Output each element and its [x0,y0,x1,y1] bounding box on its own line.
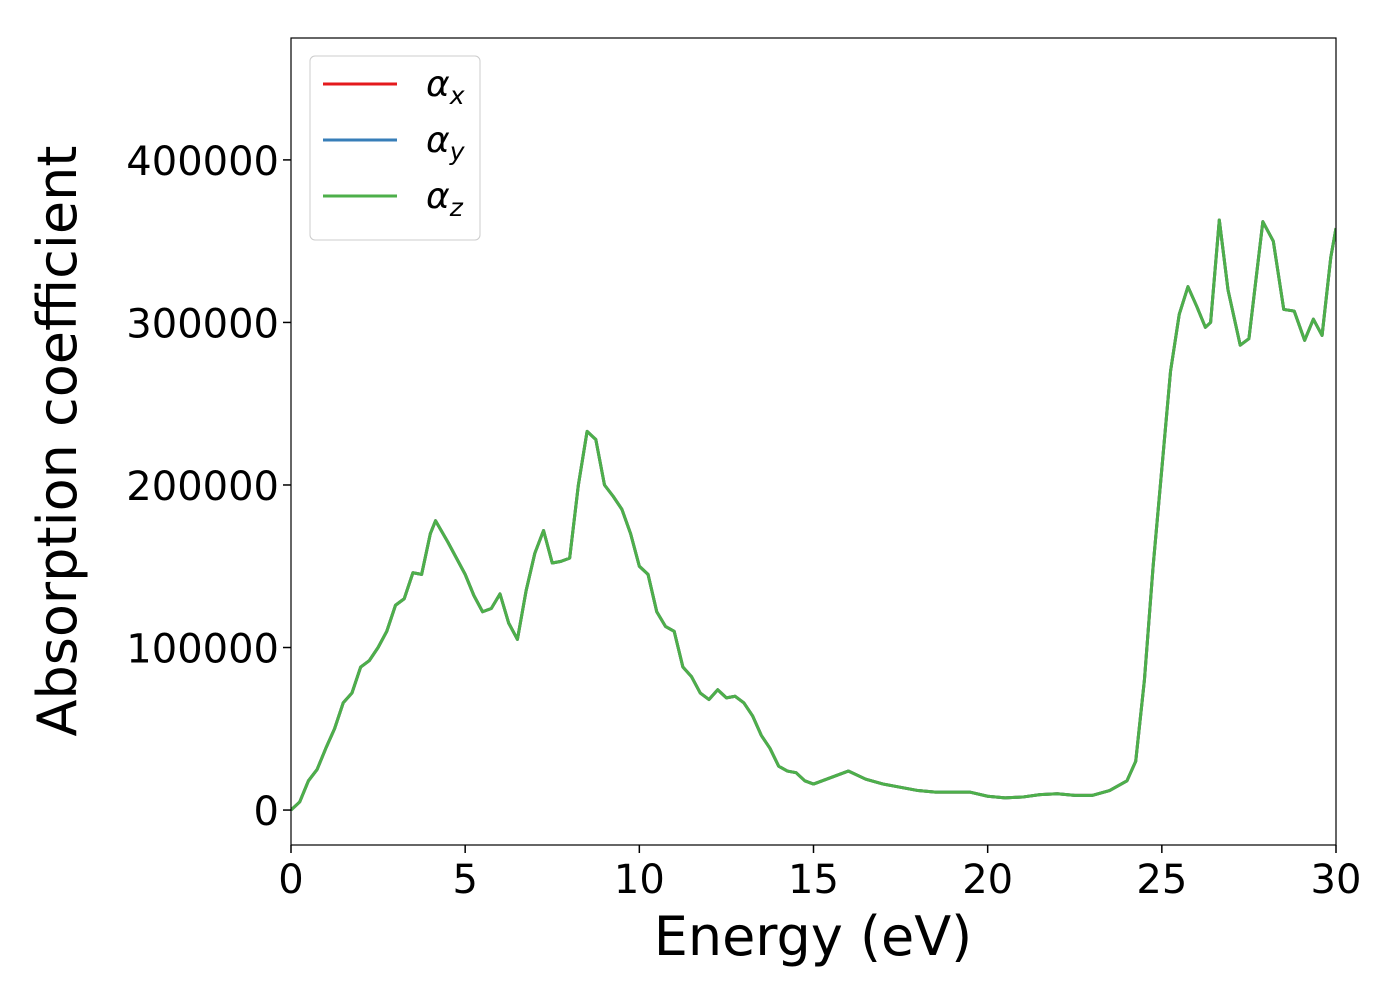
legend-label: αz [426,176,464,222]
legend-box [309,55,481,241]
y-tick-label: 300000 [126,301,279,347]
x-tick-label: 30 [1311,857,1362,903]
x-axis-label: Energy (eV) [654,905,973,968]
x-tick-label: 20 [962,857,1013,903]
y-tick-label: 0 [254,789,279,835]
series-line [291,218,1336,812]
x-tick-label: 15 [788,857,839,903]
x-tick-label: 0 [278,857,303,903]
x-tick-label: 10 [614,857,665,903]
legend-label: αy [426,120,466,166]
y-tick-label: 400000 [126,139,279,185]
y-axis-label: Absorption coefficient [26,146,89,737]
x-tick-label: 5 [452,857,477,903]
y-tick-label: 200000 [126,464,279,510]
series-line [291,218,1336,812]
x-tick-label: 25 [1136,857,1187,903]
legend-label: αx [426,64,465,110]
plot-frame [290,37,1337,846]
series-line [291,218,1336,812]
y-tick-label: 100000 [126,627,279,673]
